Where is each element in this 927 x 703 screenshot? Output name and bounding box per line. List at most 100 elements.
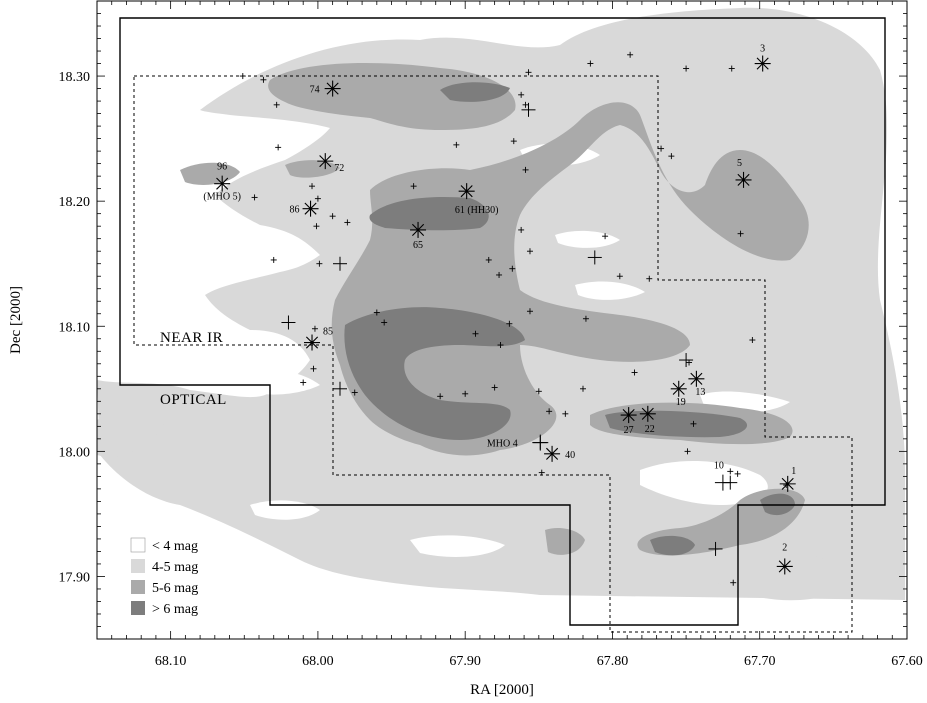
field-star-marker	[737, 230, 744, 237]
source-label: 2	[782, 542, 787, 553]
field-star-marker	[587, 60, 594, 67]
legend-label-gt-6: > 6 mag	[152, 602, 198, 617]
source-marker	[735, 171, 752, 188]
field-star-marker	[727, 468, 734, 475]
source-label: MHO 4	[487, 439, 518, 450]
field-star-marker	[522, 166, 529, 173]
source-label: 13	[695, 387, 705, 398]
legend-label-4-5: 4-5 mag	[152, 560, 198, 575]
source-marker	[304, 334, 321, 351]
field-star-marker	[497, 342, 504, 349]
field-star-marker	[783, 482, 790, 489]
source-marker	[620, 407, 637, 424]
field-star-marker	[509, 265, 516, 272]
minor-plus-markers	[239, 51, 790, 586]
field-star-marker	[684, 448, 691, 455]
field-star-marker	[309, 183, 316, 190]
source-marker	[317, 153, 334, 170]
field-star-marker	[749, 337, 756, 344]
field-star-marker	[472, 330, 479, 337]
x-tick-labels: 68.10 68.00 67.90 67.80 67.70 67.60	[155, 654, 923, 669]
field-star-marker	[373, 309, 380, 316]
y-tick-label: 18.20	[59, 195, 91, 210]
field-star-marker	[690, 420, 697, 427]
legend-swatch-5-6	[131, 580, 145, 594]
field-star-marker	[582, 315, 589, 322]
field-star-marker	[658, 145, 665, 152]
field-star-marker	[273, 101, 280, 108]
axis-ticks	[96, 1, 908, 640]
field-star-marker	[310, 365, 317, 372]
source-label: 5	[737, 158, 742, 169]
field-star-marker	[683, 65, 690, 72]
field-star-marker	[453, 141, 460, 148]
field-star-marker	[351, 389, 358, 396]
x-tick-label: 68.10	[155, 654, 187, 669]
legend: < 4 mag 4-5 mag 5-6 mag > 6 mag	[130, 537, 198, 617]
field-star-marker	[602, 233, 609, 240]
field-star-marker	[437, 393, 444, 400]
source-label: 96	[217, 162, 227, 173]
plot-frame	[96, 0, 908, 640]
source-marker	[302, 200, 319, 217]
plus-marker	[679, 353, 694, 368]
legend-swatch-lt-4	[130, 537, 146, 553]
field-star-marker	[485, 256, 492, 263]
legend-swatch-4-5	[131, 559, 145, 573]
plus-marker	[521, 102, 536, 117]
x-tick-label: 67.80	[597, 654, 629, 669]
field-star-marker	[546, 408, 553, 415]
field-star-marker	[313, 223, 320, 230]
source-label: 86	[290, 205, 300, 216]
plus-marker	[708, 541, 723, 556]
field-star-marker	[260, 76, 267, 83]
field-star-marker	[300, 379, 307, 386]
source-marker	[410, 221, 427, 238]
y-tick-label: 18.00	[59, 445, 91, 460]
field-star-marker	[316, 260, 323, 267]
source-label: 3	[760, 44, 765, 55]
source-label: 72	[334, 163, 344, 174]
plus-marker	[333, 381, 347, 396]
field-star-marker	[686, 359, 693, 366]
field-star-marker	[535, 388, 542, 395]
field-star-marker	[462, 390, 469, 397]
field-star-marker	[506, 320, 513, 327]
field-star-marker	[275, 144, 282, 151]
near-ir-field-boundary	[133, 75, 853, 633]
optical-label: OPTICAL	[160, 392, 227, 408]
optical-field-boundary	[119, 17, 886, 626]
legend-label-lt-4: < 4 mag	[152, 539, 198, 554]
y-tick-labels: 17.90 18.00 18.10 18.20 18.30	[59, 70, 91, 585]
source-label: 61 (HH30)	[455, 205, 499, 216]
source-marker	[754, 55, 771, 72]
source-label: 85	[323, 327, 333, 338]
field-star-marker	[522, 101, 529, 108]
source-label: 19	[676, 397, 686, 408]
plus-marker	[723, 475, 738, 490]
x-tick-label: 67.70	[744, 654, 776, 669]
field-star-marker	[344, 219, 351, 226]
x-tick-label: 67.90	[449, 654, 481, 669]
field-star-marker	[314, 195, 321, 202]
field-star-marker	[580, 385, 586, 392]
contour-layers	[97, 7, 905, 601]
field-star-marker	[270, 256, 277, 263]
x-tick-label: 67.60	[891, 654, 923, 669]
field-star-marker	[496, 271, 503, 278]
field-star-marker	[525, 69, 532, 76]
source-marker	[688, 370, 705, 387]
source-label: 40	[565, 450, 575, 461]
field-star-marker	[381, 319, 388, 326]
source-label: 1	[791, 466, 796, 477]
field-star-marker	[410, 183, 417, 190]
source-marker	[324, 80, 341, 97]
field-star-marker	[728, 65, 735, 72]
field-star-marker	[526, 248, 533, 255]
field-star-marker	[538, 469, 545, 476]
field-star-marker	[562, 410, 569, 417]
plus-marker	[333, 256, 347, 271]
source-marker	[670, 380, 687, 397]
source-marker	[214, 175, 231, 192]
